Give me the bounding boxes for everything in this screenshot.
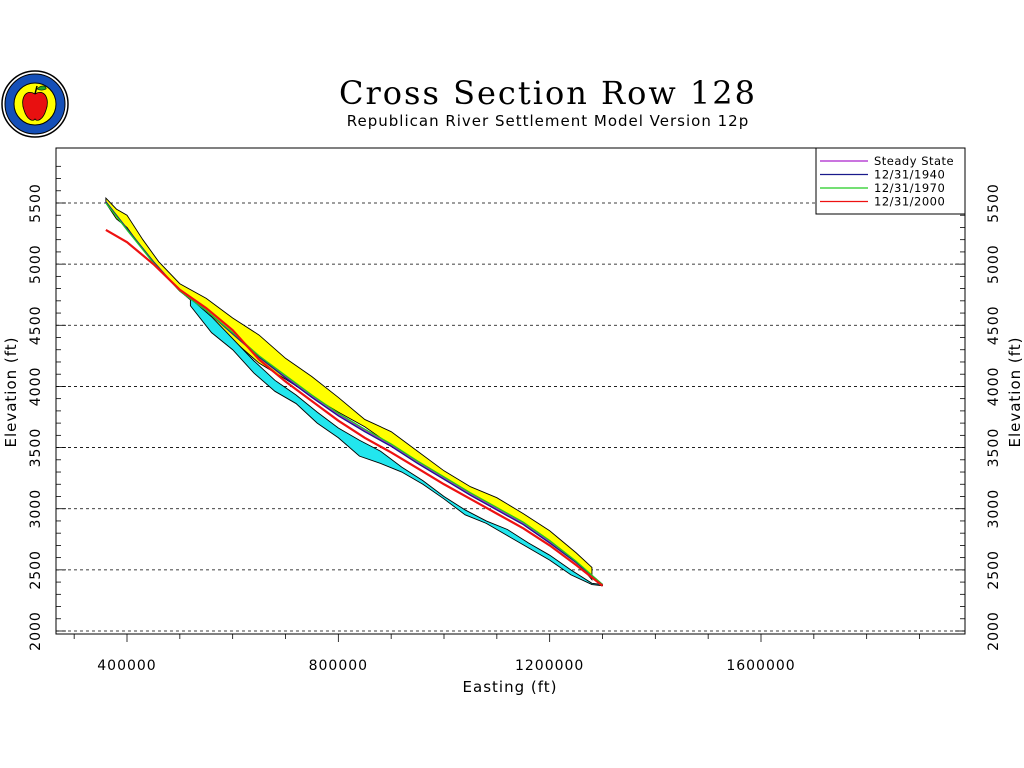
legend-label-2: 12/31/1970 (874, 181, 945, 195)
apple-seal-logo (1, 70, 69, 138)
y-tick-labels-right: 2000 2500 3000 3500 4000 4500 5000 5500 (986, 183, 1002, 651)
x-tick-label: 1600000 (726, 658, 795, 674)
chart-title: Cross Section Row 128 (339, 74, 757, 112)
legend-label-1: 12/31/1940 (874, 168, 945, 182)
y-tick-label-right: 2000 (986, 611, 1002, 651)
y-tick-label-right: 3500 (986, 428, 1002, 468)
y-tick-label-right: 2500 (986, 550, 1002, 590)
y-tick-label-left: 2500 (28, 550, 44, 590)
plot-area (55, 147, 966, 635)
x-tick-label: 800000 (309, 658, 368, 674)
legend-label-3: 12/31/2000 (874, 195, 945, 209)
y-tick-labels-left: 2000 2500 3000 3500 4000 4500 5000 5500 (28, 183, 44, 651)
y-axis-label-right: Elevation (ft) (1006, 336, 1024, 447)
y-tick-label-left: 4000 (28, 367, 44, 407)
y-tick-label-left: 3000 (28, 489, 44, 529)
y-axis-label-left: Elevation (ft) (2, 336, 20, 447)
legend-label-0: Steady State (874, 154, 954, 168)
x-tick-label: 1200000 (515, 658, 584, 674)
legend-box (815, 147, 966, 215)
y-tick-label-right: 5500 (986, 183, 1002, 223)
series-layer (105, 201, 604, 587)
y-tick-label-right: 4000 (986, 367, 1002, 407)
chart-subtitle: Republican River Settlement Model Versio… (347, 112, 749, 130)
x-axis-label: Easting (ft) (463, 678, 558, 696)
y-tick-label-right: 4500 (986, 305, 1002, 345)
grid-lines (56, 202, 965, 632)
y-tick-label-left: 4500 (28, 305, 44, 345)
y-tick-label-right: 5000 (986, 244, 1002, 284)
y-tick-label-left: 3500 (28, 428, 44, 468)
y-tick-label-left: 5500 (28, 183, 44, 223)
series-line-2 (105, 202, 603, 586)
legend: Steady State12/31/194012/31/197012/31/20… (815, 147, 966, 215)
y-tick-label-left: 2000 (28, 611, 44, 651)
y-tick-label-left: 5000 (28, 244, 44, 284)
y-tick-label-right: 3000 (986, 489, 1002, 529)
series-line-3 (105, 228, 604, 587)
minor-ticks (56, 165, 965, 642)
x-tick-label: 400000 (97, 658, 156, 674)
x-tick-labels: 400000 800000 1200000 1600000 (97, 658, 795, 674)
series-line-0 (105, 201, 603, 586)
